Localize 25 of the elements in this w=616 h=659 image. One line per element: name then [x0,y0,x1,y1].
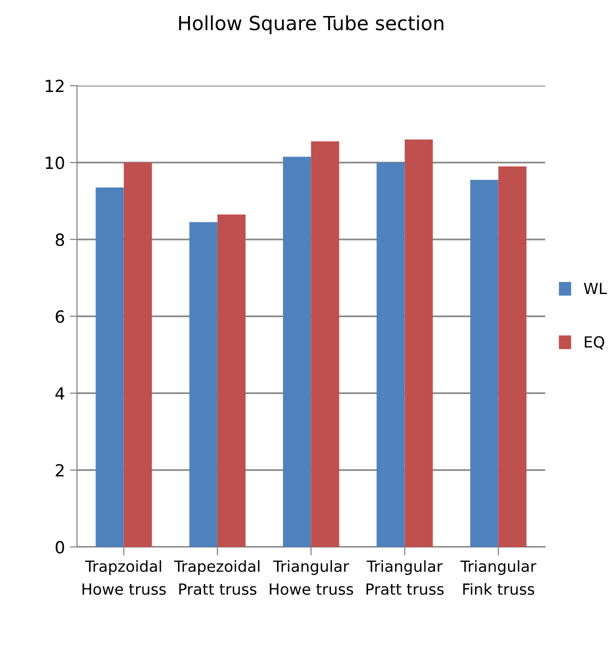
legend-label: WL [584,282,607,294]
bar [404,139,433,547]
bar [498,166,526,547]
chart-title: Hollow Square Tube section [179,15,444,34]
bar [189,222,218,547]
bar [376,162,405,547]
bar [217,214,246,547]
y-tick-label: 12 [46,80,64,92]
y-tick-label: 0 [56,540,64,554]
y-tick-label: 4 [55,387,64,400]
bar [124,162,152,547]
y-tick-label: 2 [56,464,64,476]
bar [96,188,124,547]
x-tick-label: Triangular Fink truss [460,560,536,595]
legend-label: EQ [584,336,604,350]
bar [470,180,498,547]
y-tick-label: 10 [46,156,64,170]
x-tick-label: Triangular Pratt truss [366,560,444,595]
x-tick-label: Trapzoidal Howe truss [82,560,166,595]
bar [282,156,312,547]
x-tick-label: Triangular Howe truss [270,560,354,595]
y-tick-label: 8 [56,233,64,246]
y-tick-label: 6 [56,310,64,323]
bar [311,141,340,547]
x-tick-label: Trapezoidal Pratt truss [174,560,260,595]
